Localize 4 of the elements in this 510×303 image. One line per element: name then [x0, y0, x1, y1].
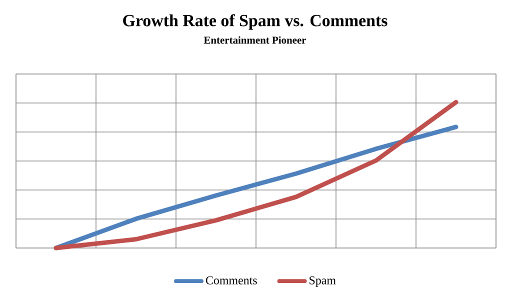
- chart-subtitle: Entertainment Pioneer: [204, 36, 306, 44]
- legend-label: Comments: [206, 276, 257, 284]
- legend-label: Spam: [310, 276, 336, 287]
- chart-title: Growth Rate of Spam vs. Comments: [123, 14, 388, 30]
